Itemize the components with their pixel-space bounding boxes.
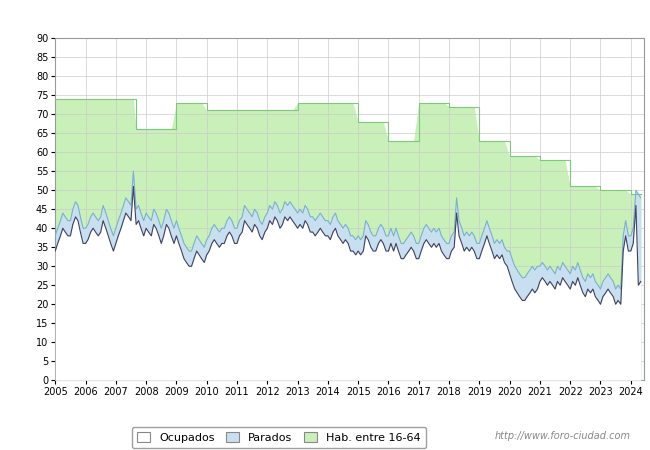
- Text: http://www.foro-ciudad.com: http://www.foro-ciudad.com: [495, 431, 630, 441]
- Legend: Ocupados, Parados, Hab. entre 16-64: Ocupados, Parados, Hab. entre 16-64: [131, 427, 426, 448]
- Text: Montalvos - Evolucion de la poblacion en edad de Trabajar Mayo de 2024: Montalvos - Evolucion de la poblacion en…: [96, 10, 554, 23]
